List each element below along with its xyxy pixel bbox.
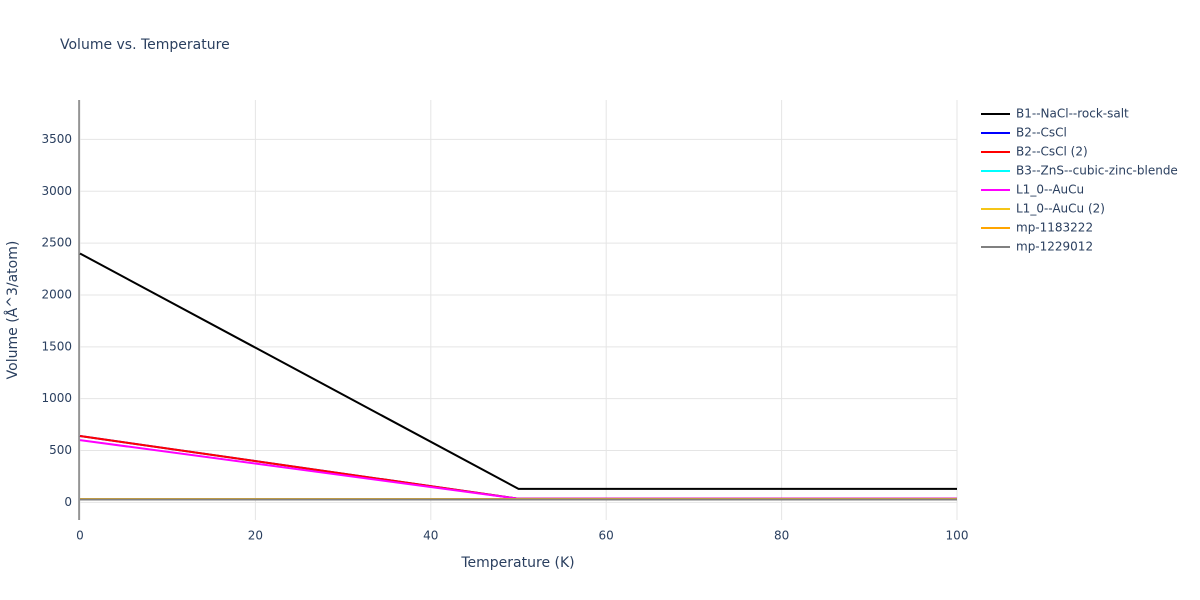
legend-label: B2--CsCl: [1016, 126, 1067, 140]
legend-label: B2--CsCl (2): [1016, 145, 1088, 159]
legend-label: mp-1229012: [1016, 240, 1093, 254]
x-tick-label: 80: [774, 529, 789, 543]
x-tick-label: 20: [248, 529, 263, 543]
chart-title: Volume vs. Temperature: [60, 37, 230, 53]
legend-label: mp-1183222: [1016, 221, 1093, 235]
y-tick-label: 2000: [41, 287, 72, 301]
y-tick-label: 1000: [41, 391, 72, 405]
y-tick-label: 3500: [41, 132, 72, 146]
y-tick-label: 3000: [41, 184, 72, 198]
legend-label: L1_0--AuCu (2): [1016, 202, 1105, 216]
legend-label: B3--ZnS--cubic-zinc-blende: [1016, 164, 1178, 178]
y-tick-label: 2500: [41, 236, 72, 250]
y-tick-label: 0: [64, 495, 72, 509]
legend-label: B1--NaCl--rock-salt: [1016, 107, 1129, 121]
series-line: [79, 439, 957, 500]
x-tick-label: 40: [423, 529, 438, 543]
y-tick-label: 1500: [41, 339, 72, 353]
y-axis-label: Volume (Å^3/atom): [4, 241, 21, 380]
legend-label: L1_0--AuCu: [1016, 183, 1084, 197]
grid: [79, 100, 958, 520]
x-axis-label: Temperature (K): [460, 555, 574, 571]
x-tick-label: 100: [946, 529, 969, 543]
x-tick-label: 60: [599, 529, 614, 543]
series-line: [79, 252, 957, 490]
y-tick-label: 500: [49, 443, 72, 457]
x-tick-label: 0: [76, 529, 84, 543]
lines: [79, 252, 957, 501]
legend: B1--NaCl--rock-salt B2--CsCl B2--CsCl (2) B…: [981, 107, 1178, 254]
